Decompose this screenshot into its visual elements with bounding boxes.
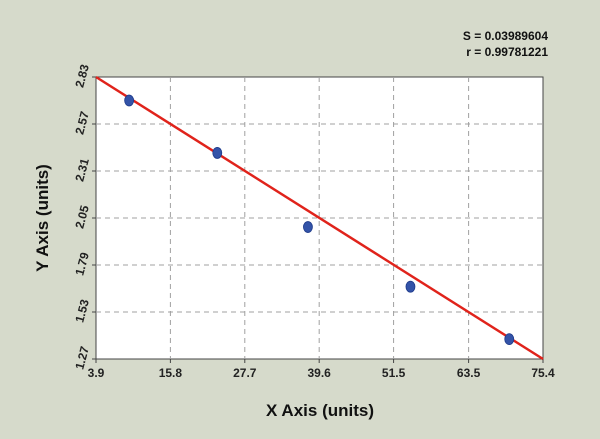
x-tick-label: 3.9 [88,366,105,380]
data-point [303,221,313,233]
x-axis-title: X Axis (units) [266,401,374,420]
y-tick-label: 2.05 [72,204,92,230]
y-tick-label: 2.83 [72,63,92,89]
x-tick-label: 51.5 [382,366,406,380]
stat-r-annotation: r = 0.99781221 [466,45,548,59]
data-points [124,94,515,346]
data-point [504,333,515,346]
y-tick-label: 1.79 [72,251,92,277]
x-tick-label: 63.5 [457,366,481,380]
y-tick-label: 1.53 [72,298,92,324]
x-tick-labels: 3.9 15.8 27.7 39.6 51.5 63.5 75.4 [88,366,555,380]
data-point [405,280,416,293]
x-tick-label: 27.7 [233,366,257,380]
x-tick-label: 15.8 [159,366,183,380]
data-point [212,147,223,159]
y-tick-labels: 1.27 1.53 1.79 2.05 2.31 2.57 2.83 [72,63,92,371]
x-tick-label: 75.4 [531,366,555,380]
data-point [124,94,135,107]
stat-s-annotation: S = 0.03989604 [463,29,548,43]
x-tick-label: 39.6 [308,366,332,380]
y-axis-title: Y Axis (units) [33,164,52,272]
y-tick-label: 2.31 [72,157,92,183]
y-tick-label: 2.57 [72,110,92,136]
fit-line-layer [95,75,544,361]
y-tick-label: 1.27 [72,345,92,371]
regression-line [95,75,544,361]
